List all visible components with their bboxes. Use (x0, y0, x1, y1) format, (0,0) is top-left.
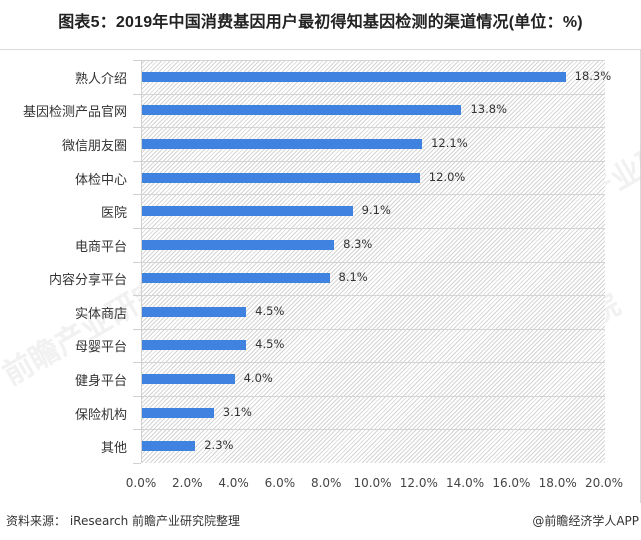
category-label: 其他 (100, 441, 127, 457)
bar (142, 374, 235, 385)
category-label: 母婴平台 (74, 340, 127, 356)
bar-row (142, 160, 605, 196)
value-label: 12.1% (431, 135, 468, 150)
category-label: 保险机构 (74, 407, 127, 423)
bar (142, 172, 420, 183)
category-label: 体检中心 (74, 172, 127, 188)
source-note: 资料来源： iResearch 前瞻产业研究院整理 (6, 514, 241, 528)
axis-tick (133, 160, 141, 162)
axis-tick (133, 93, 141, 95)
axis-tick (133, 328, 141, 330)
axis-tick (133, 429, 141, 431)
bar-row (142, 60, 605, 95)
bar-row (142, 362, 605, 397)
axis-tick (133, 395, 141, 397)
x-tick-label: 2.0% (172, 476, 203, 490)
category-label: 微信朋友圈 (61, 138, 127, 154)
value-label: 8.1% (338, 270, 368, 285)
bar (142, 206, 353, 217)
bar (142, 273, 330, 284)
bar-row (142, 194, 605, 229)
bar (142, 71, 566, 82)
x-tick-label: 20.0% (584, 476, 624, 490)
value-label: 13.8% (470, 102, 508, 117)
chart-title: 图表5：2019年中国消费基因用户最初得知基因检测的渠道情况(单位：%) (58, 14, 583, 31)
value-label: 9.1% (361, 203, 391, 218)
bar (142, 407, 214, 418)
bar (142, 105, 462, 116)
axis-tick (133, 60, 141, 61)
value-label: 4.5% (255, 303, 285, 318)
x-tick-label: 8.0% (310, 476, 342, 490)
category-label: 熟人介绍 (74, 71, 127, 87)
x-tick-label: 12.0% (399, 476, 438, 490)
value-label: 8.3% (343, 236, 373, 251)
category-label: 基因检测产品官网 (22, 105, 127, 121)
bar-row (142, 295, 605, 330)
x-tick-label: 6.0% (264, 476, 296, 490)
category-label: 实体商店 (74, 306, 127, 322)
bar-row (142, 127, 605, 162)
x-tick-label: 0.0% (125, 476, 157, 490)
axis-tick (133, 194, 141, 196)
x-tick-label: 18.0% (538, 476, 577, 490)
credit-note: @前瞻经济学人APP (532, 514, 639, 528)
value-label: 12.0% (428, 169, 466, 184)
plot-area: 18.3% 13.8% 12.1% 12.0% 9.1% 8.3% 8.1% 4.5% 4.5%… (141, 60, 611, 464)
bar-row (142, 261, 605, 297)
category-label: 健身平台 (74, 374, 127, 390)
axis-tick (133, 227, 141, 229)
value-label: 4.5% (255, 337, 285, 352)
value-label: 2.3% (204, 438, 234, 453)
bar (142, 441, 196, 452)
bar-row (142, 429, 605, 464)
value-label: 4.0% (243, 371, 273, 386)
bar (142, 239, 335, 250)
category-label: 医院 (100, 206, 127, 222)
value-label: 3.1% (222, 404, 252, 419)
axis-tick (133, 362, 141, 364)
bar (142, 340, 247, 351)
axis-tick (133, 127, 141, 129)
axis-tick (133, 295, 141, 297)
axis-tick (133, 463, 141, 464)
bar-row (142, 395, 605, 431)
category-label: 内容分享平台 (48, 273, 127, 289)
x-tick-label: 14.0% (446, 476, 485, 490)
title-divider (0, 49, 641, 50)
axis-tick (133, 261, 141, 263)
bar (142, 306, 247, 317)
bar-row (142, 328, 605, 364)
bar (142, 138, 423, 149)
category-label: 电商平台 (74, 239, 127, 255)
bar-row (142, 227, 605, 263)
x-tick-label: 10.0% (353, 476, 392, 490)
value-label: 18.3% (574, 68, 612, 83)
x-tick-label: 16.0% (492, 476, 531, 490)
bar-row (142, 93, 605, 129)
x-tick-label: 4.0% (218, 476, 249, 490)
